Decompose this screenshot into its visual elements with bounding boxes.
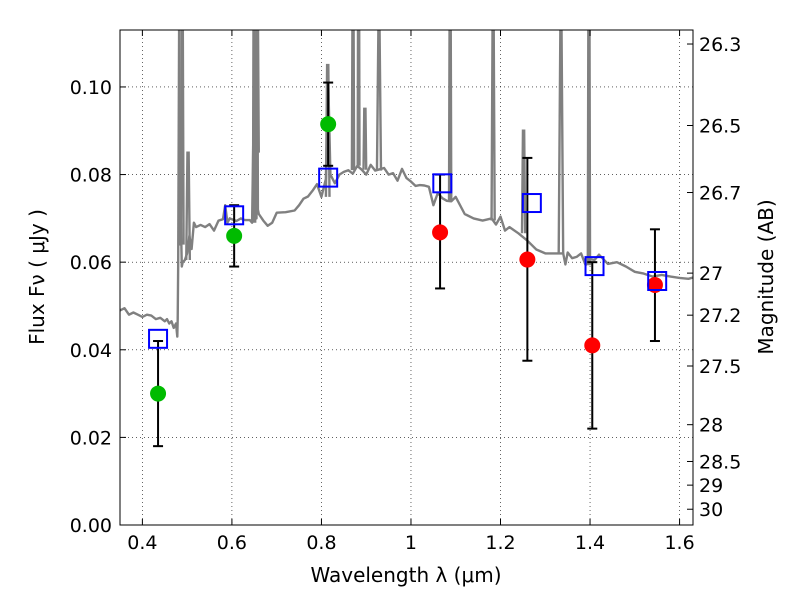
magnitude-tick-label: 29	[699, 475, 723, 497]
emission-line-spike	[356, 30, 361, 166]
plot-frame	[119, 29, 694, 526]
magnitude-tick-label: 26.5	[699, 115, 741, 137]
y-tick-label: 0.04	[70, 340, 112, 362]
plot-area-background	[120, 30, 693, 525]
x-tick-label: 0.4	[127, 532, 157, 554]
grid-lines	[120, 30, 693, 525]
model-photometry-square	[224, 205, 245, 226]
model-photometry-square	[521, 193, 542, 214]
magnitude-tick-label: 27.5	[699, 356, 741, 378]
emission-line-spike	[586, 30, 592, 266]
x-tick-label: 0.8	[306, 532, 336, 554]
model-photometry-square	[432, 173, 453, 194]
emission-line-spike	[251, 30, 257, 223]
magnitude-tick-label: 30	[699, 499, 723, 521]
magnitude-tick-label: 26.7	[699, 183, 741, 205]
x-axis-ticks: 0.4 0.6 0.8 1 1.2 1.4 1.6	[127, 30, 695, 554]
magnitude-tick-label: 28	[699, 415, 723, 437]
emission-line-spike	[557, 30, 565, 254]
model-photometry-square	[647, 271, 668, 292]
magnitude-axis-label: Magnitude (AB)	[754, 199, 778, 354]
y-tick-label: 0.02	[70, 427, 112, 449]
x-tick-label: 1.4	[575, 532, 605, 554]
model-photometry-square	[584, 256, 605, 277]
x-tick-label: 0.6	[217, 532, 247, 554]
y-axis-label: Flux Fν ( μJy )	[25, 209, 49, 345]
nondetection-point	[519, 251, 536, 268]
emission-line-spike	[350, 30, 356, 171]
emission-line-spike	[447, 30, 453, 201]
detection-point	[150, 385, 167, 402]
y-tick-label: 0.08	[70, 165, 112, 187]
y-axis-ticks: 0.00 0.02 0.04 0.06 0.08 0.10	[70, 77, 126, 537]
emission-line-spike	[185, 151, 192, 260]
emission-line-spike	[254, 30, 260, 153]
y-tick-label: 0.06	[70, 252, 112, 274]
x-tick-label: 1.2	[485, 532, 515, 554]
model-photometry-square	[148, 328, 169, 349]
emission-line-spike	[490, 30, 496, 221]
magnitude-tick-label: 27	[699, 263, 723, 285]
x-tick-label: 1	[405, 532, 417, 554]
magnitude-tick-label: 26.3	[699, 34, 741, 56]
detection-point	[320, 116, 337, 133]
x-tick-label: 1.6	[664, 532, 694, 554]
y-tick-label: 0.10	[70, 77, 112, 99]
model-photometry-square	[318, 167, 339, 188]
nondetection-point	[584, 337, 601, 354]
magnitude-tick-label: 27.2	[699, 305, 741, 327]
emission-line-spike	[179, 30, 185, 245]
model-spectrum-layer	[120, 30, 693, 338]
nondetection-point	[646, 276, 663, 293]
x-axis-label: Wavelength λ (μm)	[310, 563, 501, 587]
detection-point	[226, 227, 243, 244]
emission-line-spike	[362, 107, 368, 170]
points-layer	[150, 116, 663, 402]
model-photometry-layer	[148, 167, 668, 349]
nondetection-point	[432, 224, 449, 241]
magnitude-tick-label: 28.5	[699, 451, 741, 473]
emission-line-spike	[520, 129, 527, 234]
emission-line-spike	[375, 30, 383, 171]
y-tick-label: 0.00	[70, 515, 112, 537]
